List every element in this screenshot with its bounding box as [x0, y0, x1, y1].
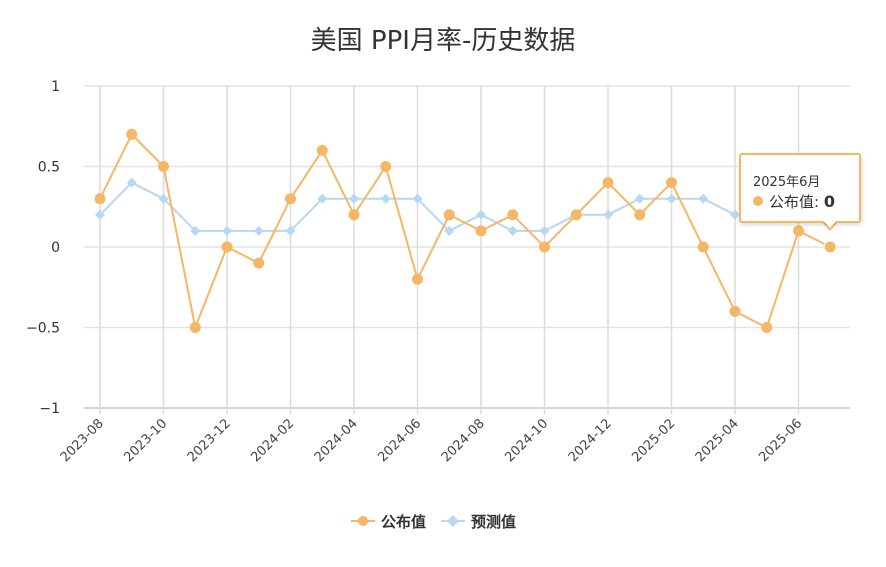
data-point-forecast[interactable]: [634, 193, 645, 204]
data-point-forecast[interactable]: [253, 225, 264, 236]
series-layer: [94, 128, 837, 333]
data-point-published[interactable]: [94, 193, 106, 205]
data-point-forecast[interactable]: [412, 193, 423, 204]
data-point-published[interactable]: [793, 225, 804, 237]
data-point-published[interactable]: [316, 144, 328, 156]
data-point-forecast[interactable]: [603, 209, 613, 220]
x-tick-label: 2025-04: [693, 416, 742, 465]
data-point-published[interactable]: [285, 193, 296, 205]
legend-item-forecast[interactable]: 预测值: [441, 513, 516, 531]
data-point-published[interactable]: [570, 209, 582, 221]
data-point-forecast[interactable]: [507, 225, 518, 236]
y-tick-label: −0.5: [26, 321, 60, 337]
data-point-published[interactable]: [666, 177, 677, 189]
x-tick-label: 2023-12: [185, 416, 234, 465]
legend-label-forecast: 预测值: [471, 513, 516, 531]
y-tick-label: −1: [39, 401, 60, 417]
data-point-forecast[interactable]: [698, 193, 709, 204]
tooltip-series-label: 公布值:: [769, 193, 824, 211]
x-tick-label: 2024-12: [566, 416, 615, 465]
data-point-forecast[interactable]: [444, 225, 455, 236]
x-tick-label: 2025-02: [629, 416, 678, 465]
data-point-forecast[interactable]: [222, 225, 232, 236]
data-point-forecast[interactable]: [349, 193, 359, 204]
data-point-published[interactable]: [126, 128, 138, 140]
data-point-published[interactable]: [729, 305, 741, 317]
data-point-published[interactable]: [380, 161, 392, 172]
tooltip-date: 2025年6月: [753, 175, 821, 190]
grid-layer: [84, 85, 850, 414]
data-point-forecast[interactable]: [285, 225, 296, 236]
data-point-published[interactable]: [602, 177, 614, 189]
data-point-published[interactable]: [348, 209, 360, 221]
data-point-forecast[interactable]: [476, 209, 486, 220]
data-point-published[interactable]: [253, 257, 265, 269]
legend-marker-forecast-icon: [447, 515, 459, 527]
data-point-forecast[interactable]: [539, 225, 550, 236]
data-point-forecast[interactable]: [158, 193, 169, 204]
tooltip-arrow-inner: [823, 220, 837, 228]
data-point-published[interactable]: [539, 241, 550, 253]
x-tick-label: 2024-06: [375, 416, 424, 465]
y-tick-label: 0.5: [38, 160, 60, 176]
x-tick-label: 2023-08: [58, 416, 107, 465]
data-point-forecast[interactable]: [666, 193, 677, 204]
data-point-forecast[interactable]: [126, 177, 137, 188]
data-point-published[interactable]: [221, 241, 233, 253]
y-tick-label: 0: [51, 240, 60, 256]
data-point-forecast[interactable]: [730, 209, 740, 220]
tooltip-row: 公布值: 0: [753, 191, 835, 212]
data-point-published[interactable]: [443, 209, 455, 221]
x-tick-label: 2024-04: [312, 416, 361, 465]
data-point-published[interactable]: [507, 209, 519, 221]
data-point-forecast[interactable]: [380, 193, 391, 204]
x-tick-label: 2025-06: [756, 416, 805, 465]
x-tick-label: 2023-10: [121, 416, 170, 465]
hovered-data-point[interactable]: [823, 240, 837, 254]
data-point-published[interactable]: [189, 322, 201, 333]
legend-marker-published-icon: [358, 516, 368, 526]
x-tick-label: 2024-02: [248, 416, 297, 465]
x-tick-label: 2024-10: [502, 416, 551, 465]
data-point-forecast[interactable]: [317, 193, 328, 204]
data-point-published[interactable]: [697, 241, 709, 253]
y-axis: 1 0.5 0 −0.5 −1: [26, 79, 60, 417]
data-point-published[interactable]: [634, 209, 646, 221]
series-line-published: [99, 132, 831, 332]
data-point-published[interactable]: [475, 225, 487, 237]
tooltip-value: 0: [823, 192, 835, 211]
legend-label-published: 公布值: [381, 513, 426, 531]
x-axis: 2023-08 2023-10 2023-12 2024-02 2024-04 2024-…: [58, 416, 806, 465]
tooltip-dot-icon: [753, 195, 763, 206]
y-tick-label: 1: [51, 79, 60, 95]
x-tick-label: 2024-08: [439, 416, 488, 465]
tooltip: 2025年6月 公布值: 0: [739, 153, 861, 223]
data-point-forecast[interactable]: [190, 225, 201, 236]
legend[interactable]: 公布值 预测值: [351, 513, 516, 531]
legend-item-published[interactable]: 公布值: [351, 513, 426, 531]
data-point-published[interactable]: [761, 322, 773, 333]
data-point-forecast[interactable]: [95, 209, 105, 220]
data-point-published[interactable]: [412, 273, 423, 285]
chart-title: 美国 PPI月率-历史数据: [310, 26, 576, 56]
data-point-published[interactable]: [158, 161, 169, 172]
